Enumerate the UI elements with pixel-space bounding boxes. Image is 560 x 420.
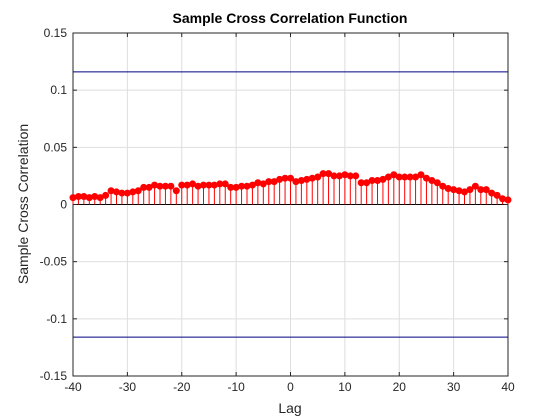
y-tick-label: -0.1 — [46, 312, 67, 326]
y-tick-label: 0.05 — [44, 140, 68, 154]
x-tick-label: -10 — [227, 380, 245, 394]
stem-marker — [167, 182, 175, 190]
x-tick-label: 40 — [501, 380, 515, 394]
stem-marker — [493, 191, 501, 199]
y-tick-label: 0 — [60, 198, 67, 212]
stem-marker — [172, 187, 180, 195]
y-tick-label: 0.15 — [44, 26, 68, 40]
chart-title: Sample Cross Correlation Function — [173, 10, 408, 26]
x-tick-label: 30 — [447, 380, 461, 394]
axis-ticks: -40 -30 -20 -10 0 10 20 30 40 0.15 0.1 0.05 0 -0.05 -0… — [40, 26, 515, 394]
x-axis-label: Lag — [278, 400, 301, 416]
y-tick-label: -0.05 — [40, 255, 68, 269]
stem-marker — [314, 173, 322, 181]
x-tick-label: -20 — [173, 380, 191, 394]
x-tick-label: -40 — [64, 380, 82, 394]
stem-marker — [221, 180, 229, 188]
stem-marker — [134, 187, 142, 195]
x-tick-label: 20 — [393, 380, 407, 394]
stem-marker — [433, 179, 441, 187]
stem-marker — [466, 186, 474, 194]
stem-marker — [482, 186, 490, 194]
y-axis-label: Sample Cross Correlation — [15, 124, 31, 284]
x-tick-label: 10 — [338, 380, 352, 394]
stem-marker — [102, 191, 110, 199]
stem-marker — [287, 174, 294, 182]
stem-marker — [504, 196, 512, 204]
y-tick-label: 0.1 — [50, 83, 67, 97]
x-tick-label: -30 — [119, 380, 137, 394]
stem-marker — [352, 172, 360, 180]
x-tick-label: 0 — [287, 380, 294, 394]
stem-marker — [471, 182, 479, 190]
y-tick-label: -0.15 — [40, 369, 68, 383]
stem-marker — [417, 171, 425, 179]
stem-series — [69, 170, 512, 205]
confidence-bounds — [73, 71, 508, 338]
